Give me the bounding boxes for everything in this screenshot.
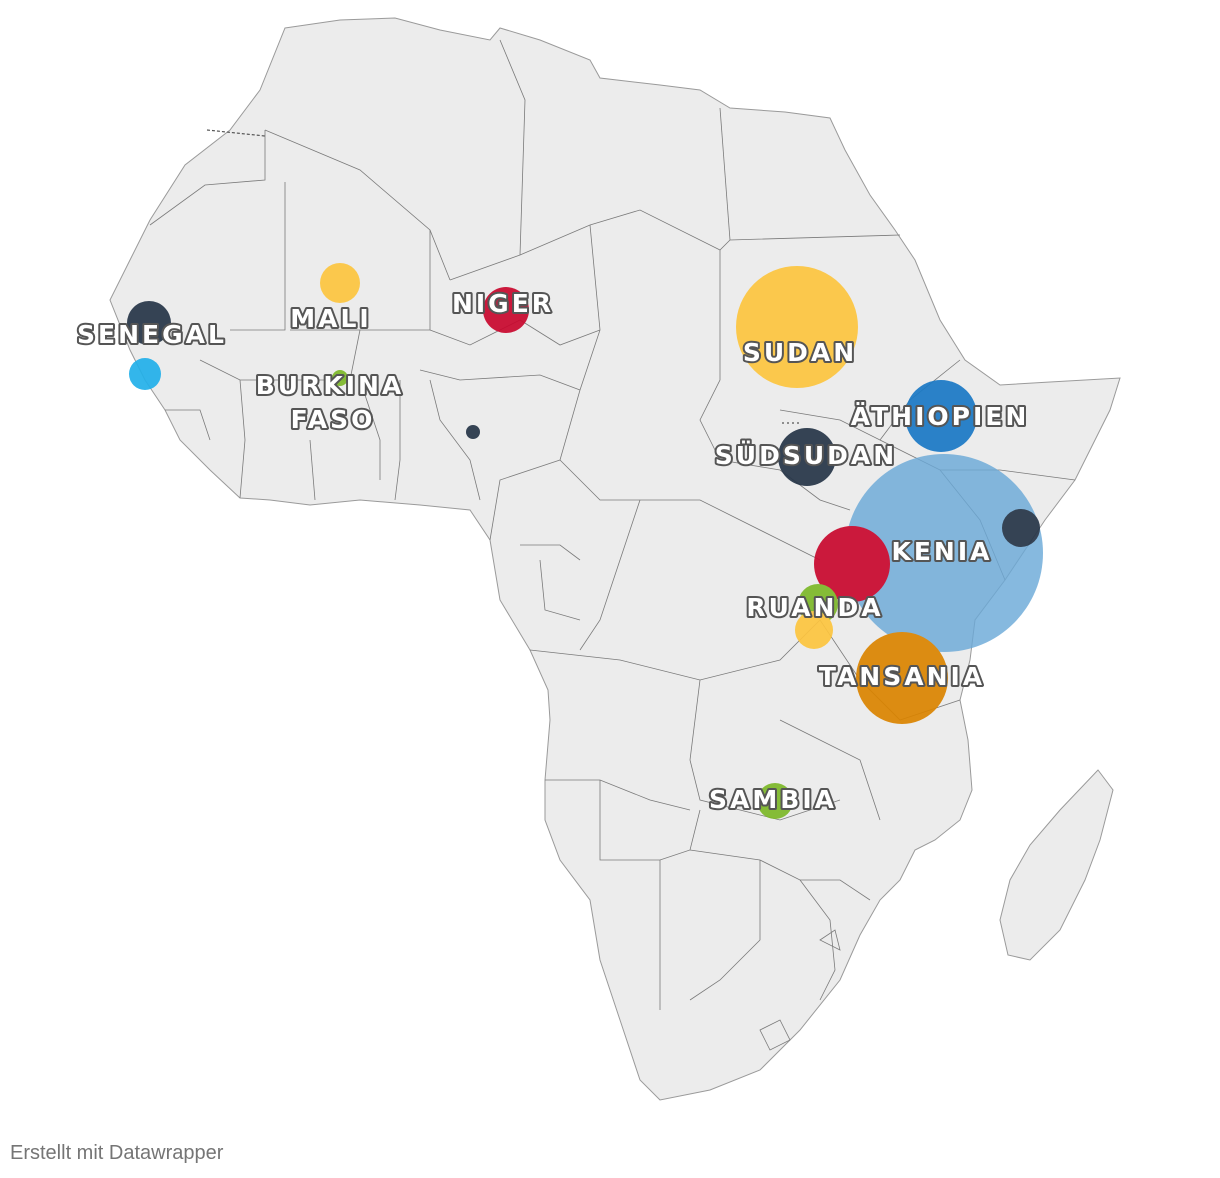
madagascar <box>999 769 1114 961</box>
bubble-mali[interactable] <box>320 263 360 303</box>
label-faso: FASO <box>291 405 376 434</box>
bubble-nigeria[interactable] <box>466 425 480 439</box>
bubble-uganda[interactable] <box>814 526 890 602</box>
bubble-senegal[interactable] <box>127 301 171 345</box>
bubble-burkina-faso[interactable] <box>332 370 348 386</box>
bubble-somalia[interactable] <box>1002 509 1040 547</box>
label-senegal: SENEGAL <box>77 320 227 349</box>
bubble-burundi[interactable] <box>795 611 833 649</box>
bubbles <box>127 263 1043 819</box>
bubble-suedsudan[interactable] <box>778 428 836 486</box>
bubble-aethiopien[interactable] <box>905 380 977 452</box>
bubble-kenia[interactable] <box>845 454 1043 652</box>
country-labels: SENEGAL MALI NIGER BURKINA FASO SUDAN ÄT… <box>75 287 1030 816</box>
label-aethiopien: ÄTHIOPIEN <box>851 401 1030 431</box>
datawrapper-credit: Erstellt mit Datawrapper <box>10 1142 224 1164</box>
bubble-niger[interactable] <box>483 287 529 333</box>
africa-map: SENEGAL MALI NIGER BURKINA FASO SUDAN ÄT… <box>75 17 1121 1101</box>
label-suedsudan: SÜDSUDAN <box>715 440 897 470</box>
label-tansania: TANSANIA <box>819 662 985 691</box>
label-mali: MALI <box>290 304 371 333</box>
bubble-sambia[interactable] <box>757 783 793 819</box>
bubble-tansania[interactable] <box>856 632 948 724</box>
bubble-guinea[interactable] <box>129 358 161 390</box>
label-sambia: SAMBIA <box>709 785 837 814</box>
label-ruanda: RUANDA <box>746 593 883 622</box>
label-burkina: BURKINA <box>256 371 405 400</box>
label-kenia: KENIA <box>891 537 992 566</box>
label-niger: NIGER <box>452 289 554 318</box>
label-sudan: SUDAN <box>743 338 857 367</box>
bubble-sudan[interactable] <box>736 266 858 388</box>
africa-landmass <box>109 17 1121 1101</box>
